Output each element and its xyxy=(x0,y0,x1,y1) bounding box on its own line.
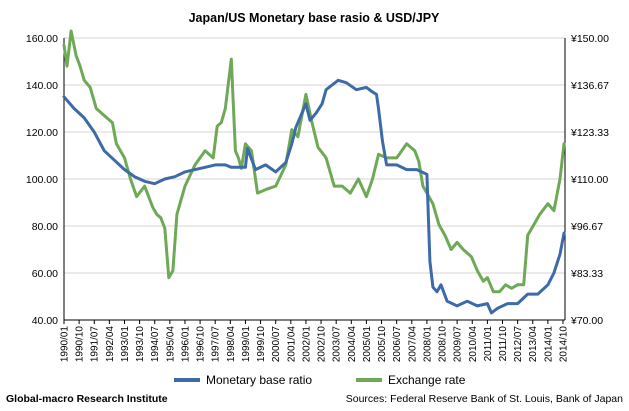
legend-label-monetary-base: Monetary base ratio xyxy=(206,373,312,387)
series-line-monetary-base-ratio xyxy=(62,78,566,315)
series-layer xyxy=(62,29,566,315)
left-tick-label: 120.00 xyxy=(26,127,58,139)
legend: Monetary base ratio Exchange rate xyxy=(174,373,466,387)
right-tick-label: ¥70.00 xyxy=(570,315,603,327)
left-axis-ticks: 40.00 60.00 80.00 100.00 120.00 140.00 160.00 xyxy=(26,33,58,327)
x-tick-label: 1993/10 xyxy=(135,326,146,363)
x-tick-label: 2004/04 xyxy=(347,326,358,363)
left-tick-label: 60.00 xyxy=(32,268,58,280)
x-axis-ticks: 1990/01 1990/10 1991/07 1992/04 1993/01 1993/… xyxy=(60,320,569,363)
right-tick-label: ¥136.67 xyxy=(570,80,609,92)
x-tick-label: 1991/07 xyxy=(90,326,101,363)
series-line-exchange-rate xyxy=(62,29,566,294)
x-tick-label: 2010/04 xyxy=(468,326,479,363)
footer-institute: Global-macro Research Institute xyxy=(6,393,168,405)
x-tick-label: 2012/07 xyxy=(513,326,524,363)
x-tick-label: 1995/04 xyxy=(165,326,176,363)
x-tick-label: 2007/04 xyxy=(407,326,418,363)
x-tick-label: 2002/01 xyxy=(301,326,312,363)
x-tick-label: 1996/10 xyxy=(196,326,207,363)
right-axis-ticks: ¥70.00 ¥83.33 ¥96.67 ¥110.00 ¥123.33 ¥136.67 ¥… xyxy=(570,33,609,327)
right-tick-label: ¥83.33 xyxy=(570,268,603,280)
left-tick-label: 80.00 xyxy=(32,221,58,233)
x-tick-label: 2008/10 xyxy=(438,326,449,363)
x-tick-label: 2011/01 xyxy=(483,326,494,362)
x-tick-label: 1996/01 xyxy=(180,326,191,363)
left-tick-label: 100.00 xyxy=(26,174,58,186)
x-tick-label: 2005/10 xyxy=(377,326,388,363)
right-tick-label: ¥123.33 xyxy=(570,127,609,139)
left-tick-label: 40.00 xyxy=(32,315,58,327)
left-tick-label: 160.00 xyxy=(26,33,58,45)
plot-axes xyxy=(63,38,566,321)
x-tick-label: 1990/10 xyxy=(75,326,86,363)
x-tick-label: 2001/04 xyxy=(286,326,297,363)
x-tick-label: 1998/04 xyxy=(226,326,237,363)
left-tick-label: 140.00 xyxy=(26,80,58,92)
x-tick-label: 1999/10 xyxy=(256,326,267,363)
right-tick-label: ¥150.00 xyxy=(570,33,609,45)
x-tick-label: 2003/07 xyxy=(332,326,343,363)
right-tick-label: ¥96.67 xyxy=(570,221,603,233)
footer-sources: Sources: Federal Reserve Bank of St. Lou… xyxy=(346,393,623,405)
x-tick-label: 2014/10 xyxy=(558,326,569,363)
right-tick-label: ¥110.00 xyxy=(570,174,608,186)
x-tick-label: 2005/01 xyxy=(362,326,373,363)
x-tick-label: 2002/10 xyxy=(317,326,328,363)
x-tick-label: 1992/04 xyxy=(105,326,116,363)
x-tick-label: 2009/07 xyxy=(453,326,464,363)
chart-title: Japan/US Monetary base rasio & USD/JPY xyxy=(189,11,440,25)
x-tick-label: 2011/10 xyxy=(498,326,509,362)
x-tick-label: 2008/01 xyxy=(422,326,433,363)
x-tick-label: 1997/07 xyxy=(211,326,222,363)
x-tick-label: 1990/01 xyxy=(60,326,71,363)
x-tick-label: 1994/07 xyxy=(150,326,161,363)
x-tick-label: 2014/01 xyxy=(543,326,554,363)
x-tick-label: 1999/01 xyxy=(241,326,252,363)
x-tick-label: 2013/04 xyxy=(528,326,539,363)
x-tick-label: 2000/07 xyxy=(271,326,282,363)
x-tick-label: 2006/07 xyxy=(392,326,403,363)
legend-label-exchange-rate: Exchange rate xyxy=(388,373,466,387)
x-tick-label: 1993/01 xyxy=(120,326,131,363)
